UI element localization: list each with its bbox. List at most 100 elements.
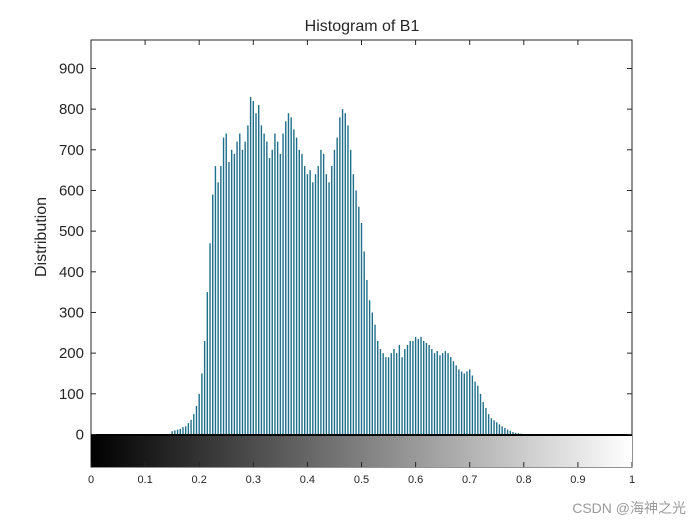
histogram-bar [206, 292, 209, 435]
histogram-bar [212, 194, 214, 435]
histogram-bar [404, 349, 406, 435]
histogram-bar [463, 373, 465, 435]
histogram-bar [322, 153, 325, 435]
histogram-bar [431, 349, 433, 435]
histogram-bar [452, 361, 455, 435]
histogram-bar [460, 371, 463, 435]
histogram-bar [193, 414, 195, 435]
histogram-bar [276, 141, 279, 435]
histogram-bar [236, 141, 238, 435]
histogram-bar [425, 342, 428, 435]
histogram-bar [282, 133, 284, 435]
histogram-bar [360, 223, 363, 435]
histogram-bar [458, 369, 460, 435]
x-tick-label: 1 [629, 474, 635, 486]
histogram-bar [368, 300, 371, 435]
histogram-bar [298, 149, 300, 435]
histogram-bar [209, 243, 211, 435]
histogram-bar [414, 336, 417, 435]
histogram-bar [379, 349, 382, 435]
histogram-bar [328, 182, 330, 435]
histogram-bar [312, 182, 314, 435]
histogram-bar [274, 133, 276, 435]
histogram-bar [333, 149, 336, 435]
histogram-bar [363, 251, 365, 435]
histogram-bar [239, 133, 241, 435]
histogram-bar [439, 355, 441, 435]
histogram-bar [385, 357, 387, 435]
histogram-bar [331, 166, 333, 435]
y-tick-label: 800 [59, 101, 84, 118]
histogram-bar [201, 373, 203, 435]
histogram-bar [455, 365, 457, 435]
histogram-bar [241, 149, 244, 435]
histogram-bar [444, 351, 447, 435]
histogram-bar [187, 423, 190, 435]
histogram-bar [230, 149, 233, 435]
histogram-bar [509, 430, 511, 435]
histogram-bar [233, 153, 236, 435]
histogram-bar [487, 414, 490, 435]
y-axis-ticks: 0 100 200 300 400 500 600 700 800 900 [59, 60, 632, 443]
histogram-bar [358, 206, 360, 435]
histogram-bar [374, 324, 376, 435]
histogram-bar [174, 430, 176, 435]
histogram-bar [371, 312, 374, 435]
histogram-bar [309, 170, 311, 435]
histogram-bar [514, 432, 517, 435]
histogram-bar [320, 149, 322, 435]
histogram-bar [471, 375, 474, 435]
histogram-bar [339, 117, 341, 435]
histogram-bar [423, 340, 425, 435]
histogram-bar [420, 336, 422, 435]
histogram-bar [479, 393, 482, 435]
histogram-bar [285, 121, 287, 435]
histogram-bar [436, 351, 438, 435]
bars-group [171, 96, 522, 435]
histogram-bar [268, 157, 271, 435]
histogram-bar [347, 125, 349, 435]
histogram-bar [217, 182, 219, 435]
y-tick-label: 400 [59, 264, 84, 281]
y-tick-label: 200 [59, 345, 84, 362]
histogram-bar [485, 408, 487, 435]
y-tick-label: 300 [59, 304, 84, 321]
histogram-bar [198, 393, 200, 435]
histogram-bar [203, 340, 206, 435]
x-tick-label: 0.7 [462, 474, 477, 486]
histogram-bar [195, 406, 198, 435]
watermark-text: CSDN @海神之光 [572, 500, 686, 516]
y-axis-label: Distribution [33, 197, 50, 277]
histogram-bar [290, 117, 292, 435]
chart-title: Histogram of B1 [305, 18, 420, 35]
y-tick-label: 500 [59, 223, 84, 240]
histogram-bar [247, 125, 249, 435]
x-axis-ticks: 0 0.1 0.2 0.3 0.4 0.5 0.6 0.7 0.8 0.9 1 [88, 40, 635, 486]
histogram-bar [190, 419, 192, 435]
histogram-bar [395, 353, 398, 435]
histogram-bar [482, 401, 484, 435]
x-tick-label: 0.1 [137, 474, 152, 486]
histogram-bar [401, 357, 403, 435]
histogram-bar [263, 133, 265, 435]
histogram-bar [341, 109, 344, 435]
histogram-bar [252, 101, 254, 435]
histogram-bar [306, 174, 309, 435]
histogram-bar [517, 433, 520, 435]
x-tick-label: 0.3 [246, 474, 261, 486]
histogram-bar [387, 357, 390, 435]
x-tick-label: 0.2 [192, 474, 207, 486]
histogram-bar [447, 353, 449, 435]
histogram-bar [506, 429, 509, 435]
histogram-bar [466, 371, 468, 435]
histogram-bar [393, 349, 395, 435]
histogram-bar [496, 422, 498, 435]
y-tick-label: 0 [76, 426, 84, 443]
histogram-bar [406, 345, 409, 435]
histogram-bar [433, 353, 436, 435]
histogram-bar [477, 385, 479, 435]
histogram-bar [355, 190, 357, 435]
histogram-bar [366, 279, 368, 435]
histogram-bar [325, 174, 328, 435]
histogram-bar [504, 427, 506, 435]
